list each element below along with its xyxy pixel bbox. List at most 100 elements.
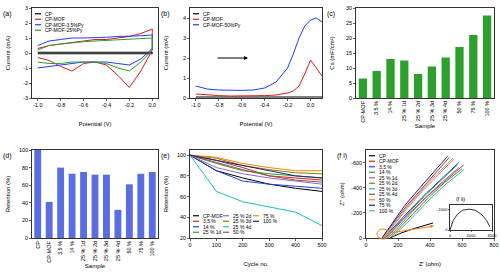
svg-text:30: 30 xyxy=(346,5,352,11)
svg-text:-0.8: -0.8 xyxy=(214,102,223,108)
svg-text:Z' (ohm): Z' (ohm) xyxy=(419,261,441,267)
svg-text:20: 20 xyxy=(180,235,186,241)
svg-text:Z'' (ohm): Z'' (ohm) xyxy=(339,182,345,205)
svg-text:75 %: 75 % xyxy=(263,213,275,219)
svg-text:Cs (mF/cm²): Cs (mF/cm²) xyxy=(329,36,335,69)
svg-text:CP: CP xyxy=(35,241,41,249)
svg-text:(f ii): (f ii) xyxy=(456,196,465,202)
svg-text:0: 0 xyxy=(445,227,448,232)
svg-text:(b): (b) xyxy=(161,10,170,18)
svg-text:(d): (d) xyxy=(3,152,12,160)
svg-text:75 %: 75 % xyxy=(379,202,391,208)
svg-text:50 %: 50 % xyxy=(379,197,391,203)
svg-text:25 % 4d: 25 % 4d xyxy=(379,191,398,197)
svg-text:25 % 4d: 25 % 4d xyxy=(233,224,252,230)
svg-text:0: 0 xyxy=(25,235,28,241)
svg-text:CP-MOF-25%Py: CP-MOF-25%Py xyxy=(45,27,83,33)
svg-text:5: 5 xyxy=(349,80,352,86)
svg-text:0: 0 xyxy=(188,242,191,248)
svg-text:Current (mA): Current (mA) xyxy=(5,36,11,71)
svg-text:75 %: 75 % xyxy=(470,101,476,114)
svg-text:(e): (e) xyxy=(161,152,170,160)
svg-text:-400: -400 xyxy=(351,185,362,191)
svg-text:CP-MOF-50%Py: CP-MOF-50%Py xyxy=(203,22,241,28)
svg-text:60: 60 xyxy=(180,194,186,200)
svg-text:60: 60 xyxy=(22,182,28,188)
svg-text:3: 3 xyxy=(25,5,28,11)
svg-text:20: 20 xyxy=(346,35,352,41)
svg-text:(c): (c) xyxy=(327,10,335,18)
svg-text:Sample: Sample xyxy=(415,123,436,129)
svg-text:100: 100 xyxy=(177,152,186,158)
svg-text:(f i): (f i) xyxy=(337,152,347,160)
svg-text:Retention (%): Retention (%) xyxy=(163,176,169,213)
svg-text:CP-MOF: CP-MOF xyxy=(360,100,366,122)
svg-text:-0.4: -0.4 xyxy=(102,102,111,108)
svg-text:25 % 1d: 25 % 1d xyxy=(203,229,222,235)
svg-text:200: 200 xyxy=(393,242,402,248)
svg-text:25 % 4d: 25 % 4d xyxy=(442,101,448,121)
svg-text:2: 2 xyxy=(25,20,28,26)
svg-text:200: 200 xyxy=(238,242,247,248)
svg-text:Retention (%): Retention (%) xyxy=(5,176,11,213)
svg-text:-0.6: -0.6 xyxy=(237,102,246,108)
svg-text:0.0: 0.0 xyxy=(148,102,156,108)
svg-text:-3: -3 xyxy=(23,95,28,101)
svg-text:0: 0 xyxy=(449,233,452,238)
svg-text:-0.2: -0.2 xyxy=(283,102,292,108)
svg-text:CP-MOF-3.5%Py: CP-MOF-3.5%Py xyxy=(45,22,84,28)
svg-text:(a): (a) xyxy=(3,10,12,18)
svg-text:CP: CP xyxy=(379,153,387,159)
svg-text:4000: 4000 xyxy=(488,233,498,238)
svg-text:75 %: 75 % xyxy=(138,241,144,254)
svg-text:15: 15 xyxy=(346,50,352,56)
svg-text:400: 400 xyxy=(425,242,434,248)
svg-text:25: 25 xyxy=(346,20,352,26)
svg-text:14 %: 14 % xyxy=(203,224,215,230)
svg-text:-0.8: -0.8 xyxy=(56,102,65,108)
svg-text:25 % 3d: 25 % 3d xyxy=(379,186,398,192)
svg-text:-2: -2 xyxy=(23,80,28,86)
svg-text:100: 100 xyxy=(212,242,221,248)
svg-text:1: 1 xyxy=(183,75,186,81)
svg-text:25 % 3d: 25 % 3d xyxy=(233,218,252,224)
svg-text:Potential (V): Potential (V) xyxy=(239,121,272,127)
svg-text:-1: -1 xyxy=(23,65,28,71)
svg-text:50 %: 50 % xyxy=(126,241,132,254)
svg-text:80: 80 xyxy=(22,165,28,171)
svg-text:25 % 2d: 25 % 2d xyxy=(92,241,98,261)
svg-text:Potential (V): Potential (V) xyxy=(78,121,111,127)
svg-text:0: 0 xyxy=(349,95,352,101)
svg-text:600: 600 xyxy=(457,242,466,248)
svg-text:25 % 3d: 25 % 3d xyxy=(103,241,109,261)
svg-text:50 %: 50 % xyxy=(233,229,245,235)
svg-text:25 % 3d: 25 % 3d xyxy=(429,101,435,121)
svg-text:-1000: -1000 xyxy=(437,207,448,212)
svg-text:2000: 2000 xyxy=(467,233,477,238)
svg-text:Cycle no.: Cycle no. xyxy=(243,261,268,267)
svg-text:-0.6: -0.6 xyxy=(79,102,88,108)
svg-text:CP: CP xyxy=(45,11,53,17)
svg-text:100 %: 100 % xyxy=(149,241,155,257)
svg-text:80: 80 xyxy=(180,173,186,179)
svg-text:400: 400 xyxy=(291,242,300,248)
svg-text:3.5 %: 3.5 % xyxy=(57,241,63,255)
svg-text:CP-MOF: CP-MOF xyxy=(45,16,65,22)
svg-text:3.5 %: 3.5 % xyxy=(373,101,379,115)
svg-text:0: 0 xyxy=(364,242,367,248)
svg-text:-0.4: -0.4 xyxy=(260,102,269,108)
svg-text:CP: CP xyxy=(203,11,211,17)
svg-text:-0.2: -0.2 xyxy=(125,102,134,108)
svg-text:20: 20 xyxy=(22,217,28,223)
svg-text:CP-MOF: CP-MOF xyxy=(203,16,223,22)
svg-text:25 % 1d: 25 % 1d xyxy=(80,241,86,261)
svg-text:-600: -600 xyxy=(351,159,362,165)
svg-text:Current (mA): Current (mA) xyxy=(163,36,169,71)
svg-text:25 % 2d: 25 % 2d xyxy=(233,213,252,219)
svg-text:4: 4 xyxy=(183,15,186,21)
svg-text:50 %: 50 % xyxy=(456,101,462,114)
svg-text:100: 100 xyxy=(19,147,28,153)
svg-text:25 % 4d: 25 % 4d xyxy=(115,241,121,261)
svg-text:Sample: Sample xyxy=(85,263,106,269)
svg-text:100 %: 100 % xyxy=(484,101,490,117)
